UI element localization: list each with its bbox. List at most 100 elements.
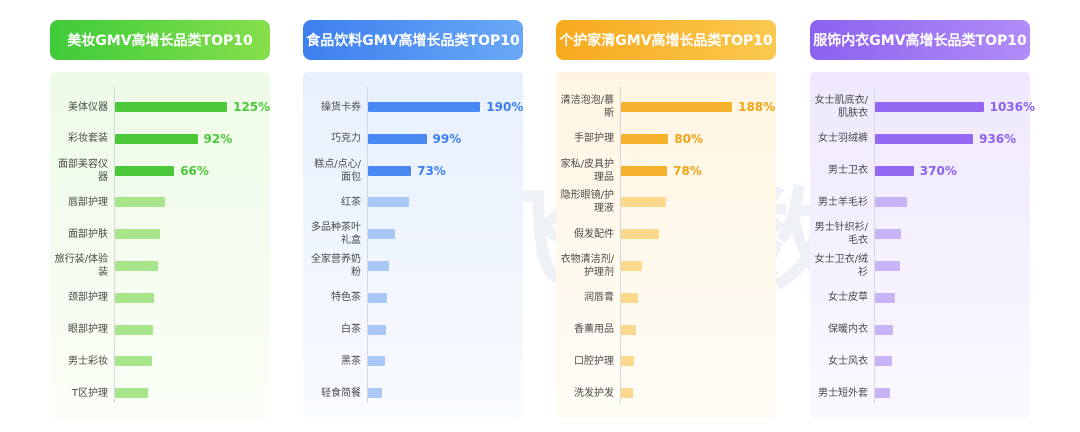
bar <box>368 102 481 112</box>
bar-row: 男士卫衣 370% <box>810 156 1030 186</box>
bar-row: 特色茶 <box>303 283 523 313</box>
panel-personal-care: 个护家清GMV高增长品类TOP10 清洁泡泡/慕斯 188% 手部护理 80% 家私/皮具… <box>556 20 776 420</box>
bar <box>875 324 893 335</box>
category-label: 面部护肤 <box>68 228 108 240</box>
chart-body: 女士肌底衣/肌肤衣 1036% 女士羽绒裤 936% 男士卫衣 370% 男士羊毛衫 男士针织… <box>810 72 1035 418</box>
bar-row: 衣物清洁剂/护理剂 <box>556 251 776 281</box>
bar <box>621 102 733 112</box>
bar-row: 眼部护理 <box>50 315 270 345</box>
category-label: 男士卫衣 <box>828 165 868 177</box>
category-label: 白茶 <box>341 324 361 336</box>
bar-row: 唇部护理 <box>50 187 270 217</box>
category-label: 多品种茶叶礼盒 <box>311 222 361 247</box>
chart-body: 美体仪器 125% 彩妆套装 92% 面部美容仪器 66% 唇部护理面部护肤旅行装/体验装颈… <box>50 72 270 418</box>
category-label: 假发配件 <box>574 228 614 240</box>
bar-row: 女士卫衣/绒衫 <box>810 251 1030 281</box>
category-axis-line <box>367 87 368 403</box>
bar-row: 保暖内衣 <box>810 315 1030 345</box>
bar-row: 面部护肤 <box>50 219 270 249</box>
category-label: 香薰用品 <box>574 324 614 336</box>
bar <box>115 102 228 112</box>
value-label: 92% <box>203 131 233 146</box>
bar-row: 美体仪器 125% <box>50 92 270 122</box>
category-label: 男士彩妆 <box>68 355 108 367</box>
bar-row: 多品种茶叶礼盒 <box>303 219 523 249</box>
category-label: 旅行装/体验装 <box>54 254 108 278</box>
bar <box>621 292 638 303</box>
bar-row: 巧克力 99% <box>303 124 523 154</box>
bar <box>368 133 427 144</box>
category-axis-line <box>620 87 621 403</box>
bar <box>368 165 412 176</box>
category-label: 彩妆套装 <box>68 133 108 145</box>
bar-row: 旅行装/体验装 <box>50 251 270 281</box>
bar <box>115 261 158 271</box>
bar <box>621 133 669 144</box>
bar-row: 假发配件 <box>556 219 776 249</box>
value-label: 936% <box>979 131 1017 146</box>
bar <box>875 388 890 399</box>
bar-row: 清洁泡泡/慕斯 188% <box>556 92 776 122</box>
panel-title: 个护家清GMV高增长品类TOP10 <box>556 20 776 60</box>
category-label: 女士羽绒裤 <box>818 133 868 145</box>
category-label: 操货卡券 <box>321 101 361 113</box>
bar <box>621 165 668 176</box>
bar <box>875 102 984 112</box>
bar <box>115 356 152 367</box>
bar-row: 轻食简餐 <box>303 378 523 408</box>
category-label: 口腔护理 <box>574 355 614 367</box>
category-label: 特色茶 <box>331 292 361 304</box>
bar-row: 男士彩妆 <box>50 346 270 376</box>
value-label: 190% <box>486 100 524 114</box>
category-label: 唇部护理 <box>68 196 108 208</box>
bar-row: 面部美容仪器 66% <box>50 156 270 186</box>
bar <box>621 261 642 271</box>
bar-row: 全家营养奶粉 <box>303 251 523 281</box>
bar <box>875 133 974 144</box>
bar <box>875 356 892 367</box>
value-label: 78% <box>673 163 702 178</box>
value-label: 370% <box>919 163 957 178</box>
category-label: 眼部护理 <box>68 324 108 336</box>
bar-row: 男士短外套 <box>810 378 1030 408</box>
category-label: 家私/皮具护理品 <box>560 158 614 183</box>
bar-row: 口腔护理 <box>556 346 776 376</box>
bar-row: 香薰用品 <box>556 315 776 345</box>
bar <box>875 165 914 176</box>
bar-row: 隐形眼镜/护理液 <box>556 187 776 217</box>
category-label: T区护理 <box>71 387 108 399</box>
bar-row: 颈部护理 <box>50 283 270 313</box>
bar-row: 润唇膏 <box>556 283 776 313</box>
bar-row: 男士针织衫/毛衣 <box>810 219 1030 249</box>
value-label: 80% <box>674 131 704 146</box>
category-label: 黑茶 <box>341 355 361 367</box>
bar-row: 洗发护发 <box>556 378 776 408</box>
bar <box>875 292 895 303</box>
value-label: 66% <box>180 163 209 178</box>
panel-title: 美妆GMV高增长品类TOP10 <box>50 20 270 60</box>
bar-row: 操货卡券 190% <box>303 92 523 122</box>
bar <box>875 261 901 271</box>
bar <box>368 356 385 367</box>
panel-title: 服饰内衣GMV高增长品类TOP10 <box>810 20 1030 60</box>
bar <box>115 165 175 176</box>
category-label: 美体仪器 <box>68 101 108 113</box>
category-label: 女士风衣 <box>828 355 868 367</box>
category-axis-line <box>874 87 875 403</box>
category-label: 洗发护发 <box>574 387 614 399</box>
bar <box>368 292 387 303</box>
bar-row: 彩妆套装 92% <box>50 124 270 154</box>
bar-row: 白茶 <box>303 315 523 345</box>
category-label: 清洁泡泡/慕斯 <box>560 95 614 119</box>
category-axis-line <box>114 87 115 403</box>
bar <box>115 388 149 399</box>
bar <box>115 324 153 335</box>
bar <box>368 197 410 208</box>
category-label: 衣物清洁剂/护理剂 <box>560 254 614 278</box>
category-label: 男士针织衫/毛衣 <box>814 222 868 247</box>
bar <box>115 292 155 303</box>
bar <box>368 261 390 271</box>
panel-beauty: 美妆GMV高增长品类TOP10 美体仪器 125% 彩妆套装 92% 面部美容仪器 66% 唇… <box>50 20 270 420</box>
category-label: 巧克力 <box>331 133 361 145</box>
bar-row: 男士羊毛衫 <box>810 187 1030 217</box>
